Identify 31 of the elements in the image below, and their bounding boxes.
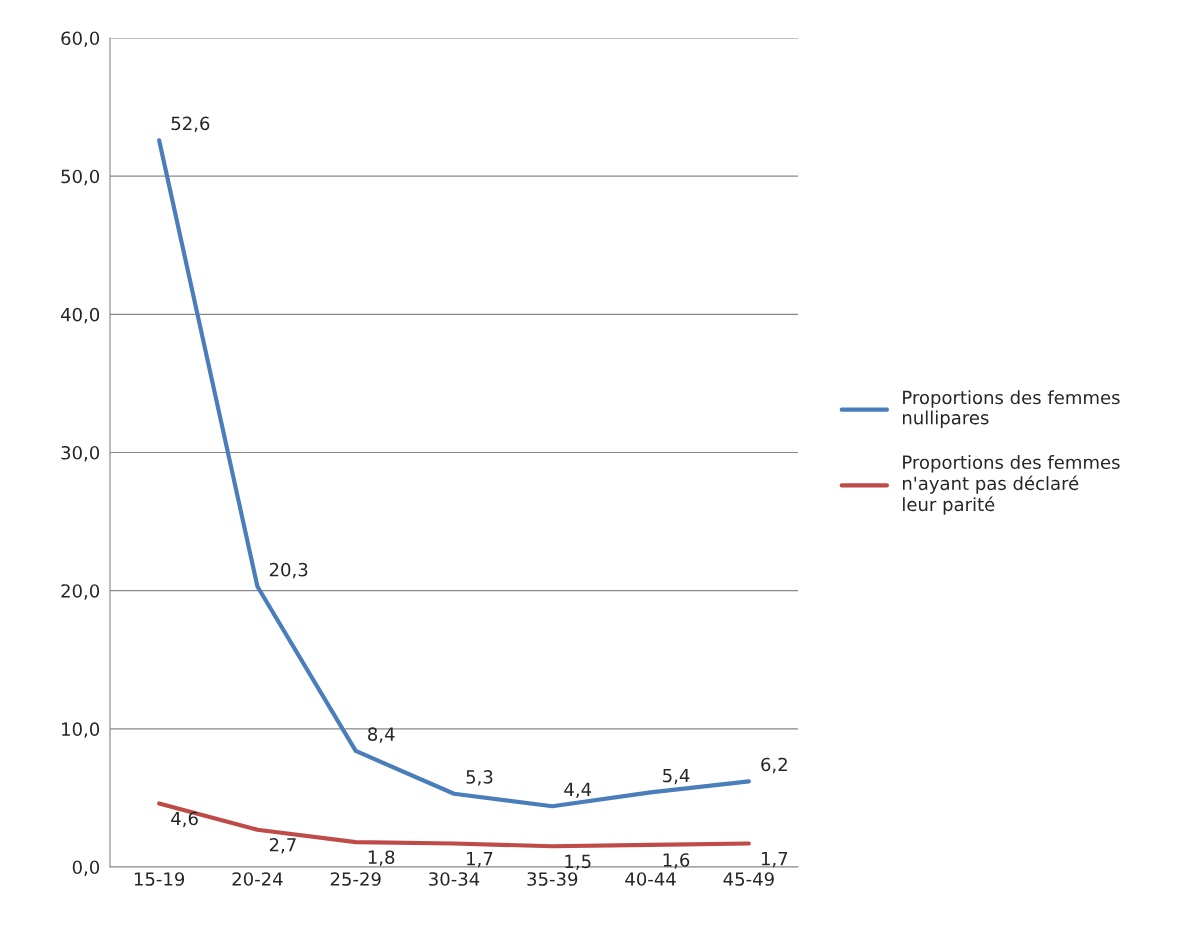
data-label: 5,4 (663, 768, 690, 785)
y-tick-label: 0,0 (72, 860, 100, 876)
data-label: 1,5 (565, 854, 591, 871)
line-series (157, 138, 751, 809)
y-tick-label: 10,0 (62, 722, 100, 738)
x-tick-label: 20-24 (232, 872, 283, 886)
x-tick-label: 25-29 (330, 872, 381, 886)
x-tick-label: 30-34 (429, 872, 480, 886)
data-label: 2,7 (269, 837, 296, 854)
data-label: 1,8 (368, 850, 395, 866)
legend-label: Proportions des femmes nullipares (902, 390, 1120, 428)
y-tick-label: 40,0 (60, 307, 100, 324)
data-label: 1,7 (761, 852, 788, 868)
data-label: 4,4 (564, 782, 592, 799)
y-tick-label: 20,0 (61, 584, 100, 600)
data-label: 4,6 (171, 811, 198, 828)
legend-label: Proportions des femmes n'ayant pas déclaré leur parité (902, 455, 1120, 515)
data-label: 1,6 (663, 853, 690, 869)
x-tick-label: 15-19 (134, 872, 185, 886)
x-tick-label: 40-44 (625, 872, 676, 886)
y-tick-label: 60,0 (61, 31, 100, 47)
data-label: 5,3 (466, 770, 493, 786)
x-tick-label: 35-39 (527, 872, 578, 886)
data-label: 20,3 (269, 562, 308, 579)
data-label: 8,4 (368, 727, 395, 743)
data-label: 1,7 (467, 852, 493, 868)
y-tick-label: 50,0 (61, 169, 100, 186)
x-tick-label: 45-49 (723, 872, 774, 886)
y-tick-label: 30,0 (61, 445, 100, 462)
data-label: 52,6 (171, 116, 210, 133)
data-label: 6,2 (761, 757, 787, 774)
